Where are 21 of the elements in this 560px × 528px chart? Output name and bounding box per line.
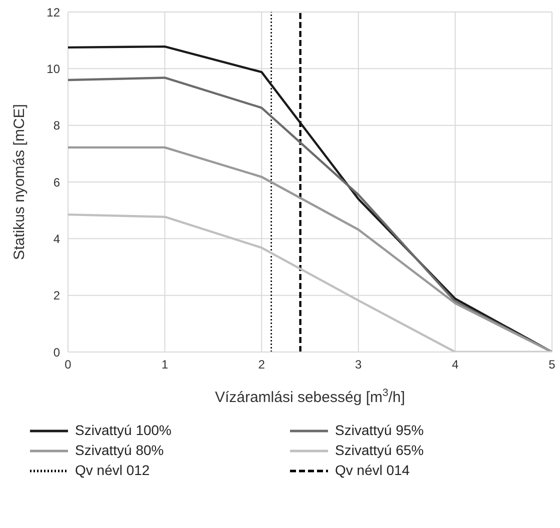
x-tick-label: 1 <box>161 358 168 372</box>
legend-label: Szivattyú 100% <box>75 421 172 440</box>
x-tick-label: 5 <box>548 358 556 372</box>
x-tick-label: 2 <box>258 358 266 372</box>
y-tick-label: 2 <box>53 288 60 303</box>
y-tick-label: 4 <box>53 232 60 246</box>
y-tick-label: 0 <box>53 345 60 360</box>
y-tick-label: 10 <box>46 62 60 76</box>
x-axis-title: Vízáramlási sebesség [m$^{3}$/h] <box>214 387 406 406</box>
y-tick-label: 12 <box>46 5 60 20</box>
y-axis-title: Statikus nyomás [mCE] <box>11 104 28 260</box>
x-tick-label: 4 <box>452 358 459 372</box>
legend-label: Qv névl 012 <box>75 461 150 480</box>
legend-label: Szivattyú 95% <box>335 421 424 440</box>
x-tick-label: 3 <box>355 358 362 372</box>
legend-label: Qv névl 014 <box>335 461 410 480</box>
x-tick-label: 0 <box>64 358 72 372</box>
y-tick-label: 8 <box>53 118 60 133</box>
legend-label: Szivattyú 65% <box>335 441 424 460</box>
legend-label: Szivattyú 80% <box>75 441 164 460</box>
y-tick-label: 6 <box>53 175 60 190</box>
